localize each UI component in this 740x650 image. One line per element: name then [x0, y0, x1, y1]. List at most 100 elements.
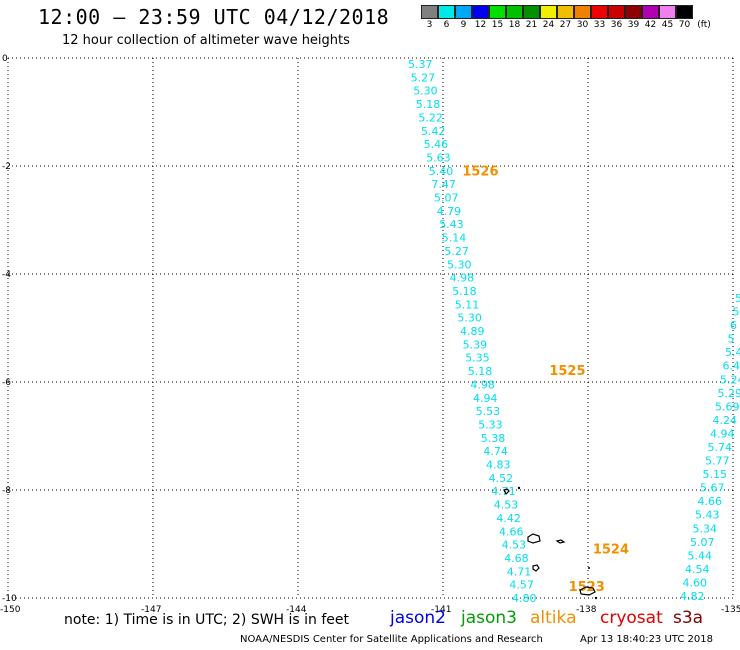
swh-value-label: 5.74: [708, 441, 733, 454]
swh-value-label: 5.67: [700, 482, 725, 495]
swh-value-label: 4.52: [489, 472, 513, 485]
swh-value-label: 5.43: [695, 509, 720, 522]
swh-value-label: 4.98: [450, 272, 475, 285]
swh-value-label: 5.37: [408, 58, 433, 71]
scale-swatch: [574, 5, 591, 19]
swh-value-label: 5.42: [421, 125, 446, 138]
scale-label: 15: [491, 20, 504, 30]
swh-value-label: 5.24: [720, 373, 740, 386]
latitude-tick-label: -10: [2, 594, 17, 604]
swh-value-label: 5.30: [413, 85, 438, 98]
swh-value-label: 4.68: [504, 552, 529, 565]
swh-value-label: 5.22: [418, 111, 443, 124]
scale-unit-label: (ft): [697, 20, 711, 30]
scale-swatch: [625, 5, 642, 19]
latitude-tick-label: -8: [2, 486, 11, 496]
scale-label: 33: [593, 20, 606, 30]
scale-labels: 3 6 9 12 15 18 21 24 27 30 33 36 39 42 45 70 (ft): [421, 20, 715, 30]
longitude-tick-label: -150: [0, 605, 21, 615]
scale-label: 36: [610, 20, 623, 30]
scale-label: 42: [644, 20, 657, 30]
swh-value-label: 5.69: [715, 400, 740, 413]
island-outline: [532, 564, 540, 572]
swh-value-label: 4.94: [710, 427, 735, 440]
scale-swatch: [489, 5, 506, 19]
swh-value-label: 5: [735, 292, 740, 305]
scale-label: 3: [426, 20, 433, 30]
swh-value-label: 5.18: [416, 98, 441, 111]
swh-value-label: 5.38: [481, 432, 506, 445]
island-dot: [517, 486, 521, 490]
swh-value-label: 5.30: [447, 258, 472, 271]
island-outline: [527, 533, 541, 544]
satellite-legend-s3a: s3a: [673, 608, 704, 628]
longitude-tick-label: -135: [721, 605, 740, 615]
swh-value-label: 4.66: [698, 495, 723, 508]
latitude-tick-label: -6: [2, 378, 11, 388]
scale-label: 39: [627, 20, 640, 30]
swh-value-label: 5.77: [705, 455, 730, 468]
scale-label: 45: [661, 20, 674, 30]
swh-value-label: 4.53: [494, 499, 519, 512]
longitude-tick-label: -144: [286, 605, 307, 615]
scale-swatch: [557, 5, 574, 19]
swh-value-label: 5.43: [439, 218, 464, 231]
generated-timestamp: Apr 13 18:40:23 UTC 2018: [580, 634, 713, 645]
latitude-tick-label: -4: [2, 270, 11, 280]
swh-value-label: 4.79: [437, 205, 462, 218]
swh-value-label: 5.53: [476, 405, 501, 418]
swh-value-label: 5.44: [688, 549, 713, 562]
swh-value-label: 4.74: [483, 445, 508, 458]
swh-value-label: 5.11: [455, 298, 480, 311]
swh-value-label: 4.53: [502, 539, 526, 552]
scale-label: 30: [576, 20, 589, 30]
swh-value-label: 6.4: [723, 360, 740, 373]
scale-label: 24: [542, 20, 555, 30]
swh-value-label: 4.80: [512, 592, 537, 605]
satellite-legend-jason2: jason2: [390, 608, 446, 628]
map-subtitle: 12 hour collection of altimeter wave hei…: [62, 33, 350, 48]
scale-swatch: [608, 5, 625, 19]
pass-time-label: 1526: [462, 164, 498, 179]
longitude-tick-label: -138: [576, 605, 597, 615]
swh-value-label: 5.63: [426, 151, 451, 164]
island-dot: [588, 567, 590, 569]
scale-swatch: [506, 5, 523, 19]
scale-swatch: [455, 5, 472, 19]
swh-value-label: 4.71: [491, 485, 516, 498]
latitude-tick-label: 0: [2, 54, 8, 64]
swh-value-label: 4.71: [507, 565, 532, 578]
swh-value-label: 4.89: [460, 325, 485, 338]
swh-value-label: 5.40: [429, 165, 454, 178]
swh-value-label: 4.82: [680, 590, 705, 603]
scale-label: 12: [474, 20, 487, 30]
scale-swatch: [676, 5, 693, 19]
map-title: 12:00 – 23:59 UTC 04/12/2018: [38, 5, 390, 29]
scale-swatch: [472, 5, 489, 19]
island-outline: [579, 586, 596, 596]
swh-value-label: 7.47: [431, 178, 456, 191]
swh-value-label: 5: [728, 333, 735, 346]
scale-label: 21: [525, 20, 538, 30]
swh-value-label: 4.54: [685, 563, 710, 576]
wave-height-color-scale: 3 6 9 12 15 18 21 24 27 30 33 36 39 42 45 70 (ft): [421, 5, 715, 30]
scale-swatch: [421, 5, 438, 19]
swh-value-label: 5: [733, 306, 740, 319]
scale-label: 70: [678, 20, 691, 30]
scale-swatch: [659, 5, 676, 19]
swh-value-label: 5.18: [468, 365, 493, 378]
swh-value-label: 5.46: [424, 138, 449, 151]
pass-time-label: 1524: [593, 542, 629, 557]
satellite-legend-jason3: jason3: [461, 608, 517, 628]
swh-value-label: 5.29: [718, 387, 740, 400]
swh-value-label: 5.18: [452, 285, 477, 298]
swh-value-label: 5.4: [725, 346, 740, 359]
swh-value-label: 5.27: [411, 71, 436, 84]
scale-swatch: [523, 5, 540, 19]
swh-value-label: 4.24: [713, 414, 738, 427]
credit-line: NOAA/NESDIS Center for Satellite Applica…: [240, 634, 543, 645]
swh-value-label: 4.57: [509, 579, 534, 592]
satellite-legend-altika: altika: [530, 608, 577, 628]
swh-value-label: 5.35: [465, 352, 490, 365]
island-outline: [555, 539, 566, 544]
